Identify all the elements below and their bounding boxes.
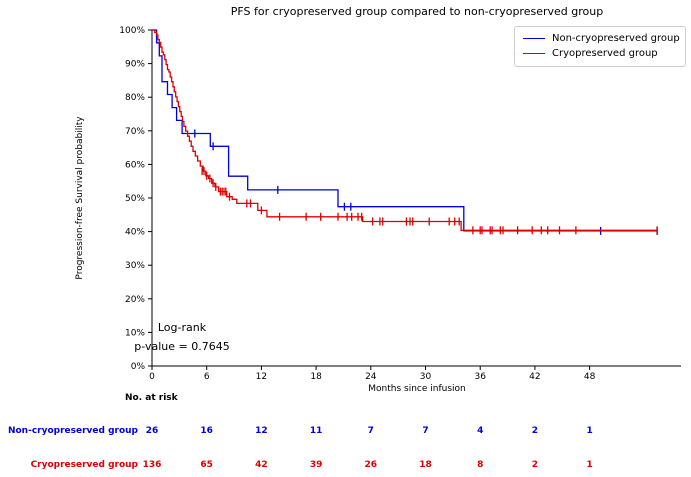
risk-count: 7 xyxy=(367,426,374,436)
risk-count: 12 xyxy=(255,426,268,436)
y-tick-label: 40% xyxy=(125,228,145,238)
x-tick-label: 30 xyxy=(420,372,432,382)
risk-count: 2 xyxy=(531,426,539,436)
y-tick-label: 60% xyxy=(125,160,145,170)
risk-count: 39 xyxy=(309,460,323,470)
risk-row-label-non-cryopreserved: Non-cryopreserved group xyxy=(7,426,138,436)
x-tick-label: 12 xyxy=(256,372,267,382)
y-tick-label: 90% xyxy=(125,60,145,70)
risk-count: 65 xyxy=(200,460,213,470)
legend-entry-non-cryopreserved: Non-cryopreserved group xyxy=(523,31,680,46)
risk-count: 42 xyxy=(255,460,268,470)
legend-entry-cryopreserved: Cryopreserved group xyxy=(523,46,677,61)
legend: Non-cryopreserved group Cryopreserved gr… xyxy=(514,26,686,67)
x-tick-label: 36 xyxy=(474,372,486,382)
x-tick-label: 42 xyxy=(529,372,540,382)
y-tick-label: 50% xyxy=(125,194,145,204)
risk-count: 8 xyxy=(477,460,484,470)
y-tick-label: 70% xyxy=(125,127,145,137)
risk-count: 2 xyxy=(531,460,539,470)
y-axis-label: Progression-free Survival probability xyxy=(75,116,85,280)
risk-count: 1 xyxy=(586,426,593,436)
legend-label: Cryopreserved group xyxy=(552,48,658,59)
risk-table-header: No. at risk xyxy=(125,393,178,403)
logrank-annotation: Log-rank p-value = 0.7645 xyxy=(126,318,238,356)
risk-count: 16 xyxy=(200,426,213,436)
risk-count: 7 xyxy=(422,426,429,436)
logrank-annotation-line1: Log-rank xyxy=(157,321,207,334)
legend-line-swatch-red xyxy=(523,53,545,54)
legend-label: Non-cryopreserved group xyxy=(552,33,680,44)
risk-count: 26 xyxy=(364,460,378,470)
x-tick-label: 6 xyxy=(204,372,210,382)
risk-row-label-cryopreserved: Cryopreserved group xyxy=(30,460,138,470)
risk-count: 11 xyxy=(309,426,323,436)
risk-count: 1 xyxy=(586,460,593,470)
risk-count: 18 xyxy=(419,460,432,470)
legend-line-swatch-blue xyxy=(523,38,545,39)
y-tick-label: 30% xyxy=(125,261,145,271)
y-tick-label: 20% xyxy=(125,295,145,305)
risk-count: 136 xyxy=(142,460,162,470)
y-tick-label: 80% xyxy=(125,93,145,103)
x-tick-label: 48 xyxy=(584,372,596,382)
x-axis-label: Months since infusion xyxy=(368,384,466,394)
x-tick-label: 0 xyxy=(149,372,155,382)
risk-count: 26 xyxy=(145,426,159,436)
y-tick-label: 100% xyxy=(119,26,145,36)
x-tick-label: 18 xyxy=(310,372,322,382)
y-tick-label: 0% xyxy=(131,362,146,372)
risk-count: 4 xyxy=(477,426,484,436)
x-tick-label: 24 xyxy=(365,372,377,382)
chart-title: PFS for cryopreserved group compared to … xyxy=(230,5,604,18)
logrank-annotation-line2: p-value = 0.7645 xyxy=(134,340,230,353)
